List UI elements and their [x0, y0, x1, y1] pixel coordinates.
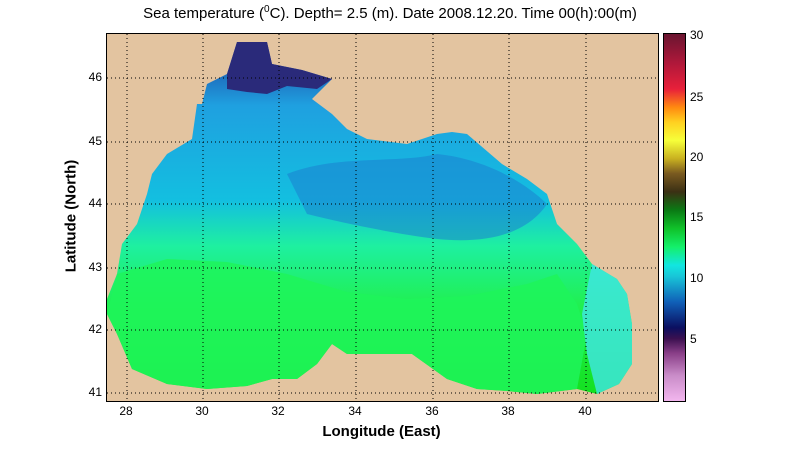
x-tick: 34 — [348, 404, 362, 418]
temperature-colorbar — [663, 33, 686, 402]
x-axis-label: Longitude (East) — [322, 423, 441, 440]
x-tick: 28 — [119, 404, 133, 418]
y-tick: 41 — [88, 385, 102, 399]
colorbar-tick: 30 — [690, 28, 704, 42]
warm-southern-band — [107, 259, 587, 394]
colorbar-tick: 25 — [690, 90, 704, 104]
y-tick: 44 — [88, 196, 102, 210]
x-tick: 32 — [271, 404, 285, 418]
y-axis-label: Latitude (North) — [62, 159, 80, 273]
y-tick: 45 — [88, 134, 102, 148]
colorbar-tick: 5 — [690, 332, 697, 346]
map-plot-area — [106, 33, 659, 402]
y-tick: 42 — [88, 322, 102, 336]
x-tick: 30 — [195, 404, 209, 418]
x-tick: 36 — [425, 404, 439, 418]
map-title: Sea temperature (0C). Depth= 2.5 (m). Da… — [143, 4, 637, 22]
colorbar-tick: 15 — [690, 210, 704, 224]
x-tick: 38 — [501, 404, 515, 418]
eastern-cyan-region — [582, 264, 632, 394]
colorbar-tick: 10 — [690, 271, 704, 285]
x-tick: 40 — [578, 404, 592, 418]
y-tick: 43 — [88, 260, 102, 274]
y-tick: 46 — [88, 70, 102, 84]
cold-water-patch — [227, 42, 332, 94]
sea-temperature-map — [107, 34, 658, 401]
colorbar-tick: 20 — [690, 150, 704, 164]
cool-central-band — [287, 154, 547, 241]
